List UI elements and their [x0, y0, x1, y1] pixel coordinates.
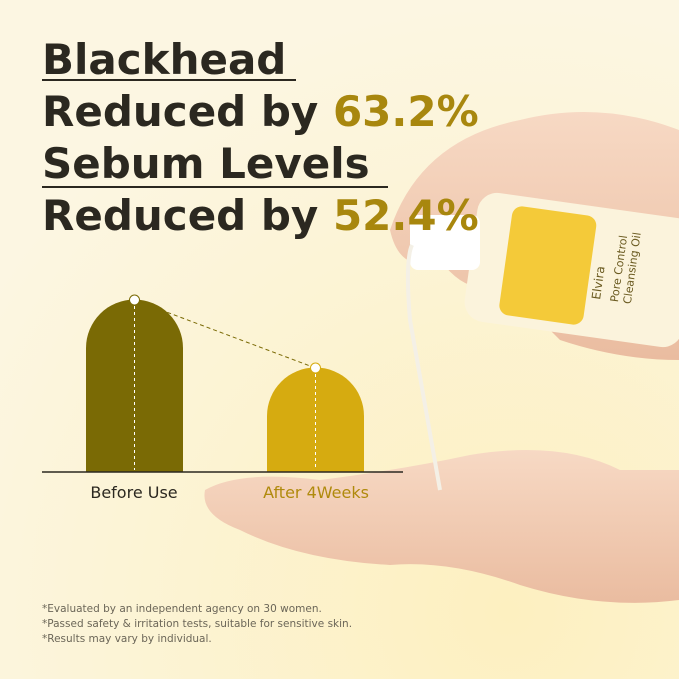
highlight: 63.2% [333, 87, 479, 136]
trend [134, 299, 316, 369]
label: Before Use [90, 483, 177, 502]
headline: Sebum Levels [42, 139, 370, 188]
hand [204, 450, 679, 603]
point [129, 294, 140, 306]
headline-text: Reduced by [42, 191, 318, 240]
headline-text: Reduced by [42, 87, 318, 136]
headline: Blackhead [42, 35, 286, 84]
bar-after [267, 367, 364, 472]
brand: Elvira [589, 265, 608, 300]
highlight: 52.4% [333, 191, 479, 240]
bottle: Elvira Pore Control Cleansing Oil [405, 192, 679, 491]
footnote: *Results may vary by individual. [42, 633, 212, 645]
headline: Reduced by 52.4% [42, 191, 479, 240]
footnote: *Passed safety & irritation tests, suita… [42, 618, 352, 630]
point [310, 362, 321, 374]
headline: Reduced by 63.2% [42, 87, 479, 136]
footnote: *Evaluated by an independent agency on 3… [42, 603, 322, 615]
label: After 4Weeks [263, 483, 369, 502]
